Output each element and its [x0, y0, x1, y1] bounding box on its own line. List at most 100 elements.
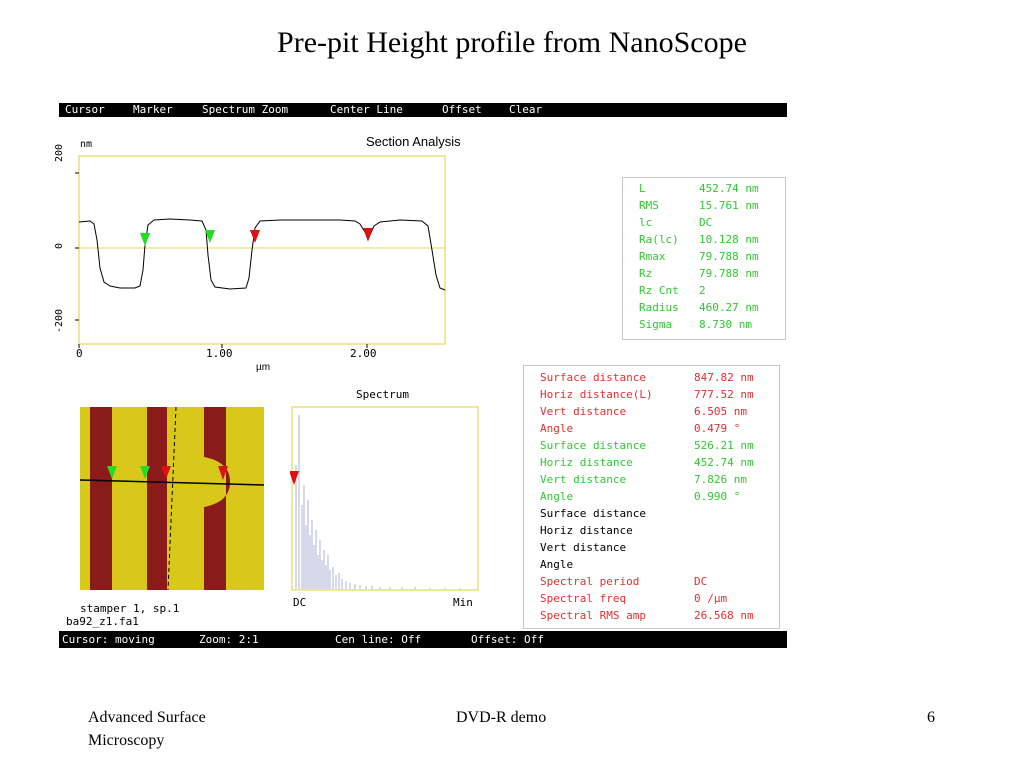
green-marker-2 — [205, 230, 215, 243]
measurement-label: Angle — [540, 558, 574, 571]
stat-value: 460.27 nm — [699, 301, 759, 314]
stat-value: 452.74 nm — [699, 182, 759, 195]
measurement-label: Spectral freq — [540, 592, 627, 605]
measurement-value: DC — [694, 575, 708, 588]
footer-center: DVD-R demo — [456, 709, 547, 726]
x-tick-label-2: 2.00 — [350, 347, 377, 360]
measurement-row: Surface distance 526.21 nm — [524, 437, 779, 454]
stat-value: 79.788 nm — [699, 250, 759, 263]
measurement-row: Spectral freq 0 /µm — [524, 590, 779, 607]
pit-stripe-2 — [147, 407, 167, 590]
measurement-value: 847.82 nm — [694, 371, 754, 384]
measurement-row: Angle 0.990 ° — [524, 488, 779, 505]
stat-label: Rz — [639, 267, 653, 280]
image-green-marker-1 — [107, 466, 117, 479]
status-bar: Cursor: moving Zoom: 2:1 Cen line: Off O… — [59, 631, 787, 648]
spectrum-red-marker — [290, 471, 299, 485]
section-profile-chart[interactable] — [50, 150, 460, 380]
spectrum-right-label: Min — [453, 596, 473, 609]
y-tick-label-0: 0 — [54, 242, 65, 250]
pit-stripe-1 — [90, 407, 112, 590]
measurement-row: Horiz distance(L) 777.52 nm — [524, 386, 779, 403]
measurements-panel: Surface distance 847.82 nm Horiz distance(… — [523, 365, 780, 629]
stat-label: L — [639, 182, 646, 195]
stat-label: Sigma — [639, 318, 673, 331]
image-green-marker-2 — [140, 466, 150, 479]
section-plot-frame — [78, 155, 446, 345]
measurement-value: 26.568 nm — [694, 609, 754, 622]
x-tick-label-0: 0 — [76, 347, 83, 360]
y-tick-label-neg200: -200 — [54, 308, 65, 334]
menu-spectrum-zoom[interactable]: Spectrum Zoom — [202, 103, 289, 116]
y-tick-label-200: 200 — [54, 143, 65, 163]
measurement-row: Surface distance 847.82 nm — [524, 369, 779, 386]
spectrum-left-label: DC — [293, 596, 307, 609]
menu-bar: Cursor Marker Spectrum Zoom Center Line … — [59, 103, 787, 117]
red-marker-2 — [363, 228, 373, 241]
stat-label: RMS — [639, 199, 659, 212]
measurement-value: 526.21 nm — [694, 439, 754, 452]
measurement-label: Spectral period — [540, 575, 640, 588]
measurement-value: 0 /µm — [694, 592, 728, 605]
center-line — [167, 407, 177, 590]
measurement-label: Surface distance — [540, 371, 646, 384]
measurement-value: 6.505 nm — [694, 405, 747, 418]
stat-value: 2 — [699, 284, 706, 297]
menu-clear[interactable]: Clear — [509, 103, 543, 116]
section-line — [80, 479, 264, 486]
image-caption-line2: ba92_z1.fa1 — [66, 615, 139, 628]
x-axis-label: µm — [256, 362, 271, 373]
measurement-row: Spectral period DC — [524, 573, 779, 590]
measurement-row: Angle — [524, 556, 779, 573]
measurement-label: Horiz distance — [540, 456, 633, 469]
menu-offset[interactable]: Offset — [442, 103, 482, 116]
section-unit-label: nm — [80, 139, 93, 150]
menu-marker[interactable]: Marker — [133, 103, 173, 116]
image-red-marker-1 — [161, 466, 171, 479]
measurement-label: Vert distance — [540, 473, 627, 486]
measurement-value: 0.990 ° — [694, 490, 741, 503]
stat-label: lc — [639, 216, 653, 229]
status-center-line: Cen line: Off — [335, 633, 422, 646]
image-red-marker-2 — [218, 466, 228, 480]
menu-center-line[interactable]: Center Line — [330, 103, 403, 116]
stat-value: 79.788 nm — [699, 267, 759, 280]
measurement-row: Vert distance — [524, 539, 779, 556]
stat-label: Ra(lc) — [639, 233, 679, 246]
measurement-row: Surface distance — [524, 505, 779, 522]
green-marker-1 — [140, 233, 150, 246]
measurement-label: Horiz distance(L) — [540, 388, 653, 401]
spectrum-chart[interactable] — [290, 405, 480, 592]
status-cursor: Cursor: moving — [62, 633, 155, 646]
measurement-row: Horiz distance 452.74 nm — [524, 454, 779, 471]
red-marker-1 — [250, 230, 260, 243]
spectrum-frame — [291, 406, 479, 591]
slide-title: Pre-pit Height profile from NanoScope — [277, 26, 747, 59]
stat-label: Radius — [639, 301, 679, 314]
menu-cursor[interactable]: Cursor — [65, 103, 105, 116]
measurement-value: 452.74 nm — [694, 456, 754, 469]
measurement-label: Vert distance — [540, 405, 627, 418]
measurement-label: Spectral RMS amp — [540, 609, 646, 622]
page-number: 6 — [927, 709, 935, 726]
status-zoom: Zoom: 2:1 — [199, 633, 259, 646]
stat-label: Rmax — [639, 250, 666, 263]
stat-value: 10.128 nm — [699, 233, 759, 246]
measurement-row: Vert distance 7.826 nm — [524, 471, 779, 488]
afm-height-image[interactable] — [80, 407, 264, 590]
measurement-label: Angle — [540, 490, 574, 503]
pit-stripe-3 — [204, 407, 230, 590]
measurement-label: Surface distance — [540, 507, 646, 520]
spectrum-title: Spectrum — [356, 388, 409, 401]
measurement-label: Vert distance — [540, 541, 627, 554]
spectrum-bars — [295, 415, 461, 589]
measurement-row: Spectral RMS amp 26.568 nm — [524, 607, 779, 624]
stat-label: Rz Cnt — [639, 284, 679, 297]
measurement-value: 7.826 nm — [694, 473, 747, 486]
measurement-value: 777.52 nm — [694, 388, 754, 401]
status-offset: Offset: Off — [471, 633, 544, 646]
measurement-row: Vert distance 6.505 nm — [524, 403, 779, 420]
stat-value: DC — [699, 216, 713, 229]
height-profile-line — [78, 218, 446, 291]
image-caption-line1: stamper 1, sp.1 — [80, 602, 180, 615]
